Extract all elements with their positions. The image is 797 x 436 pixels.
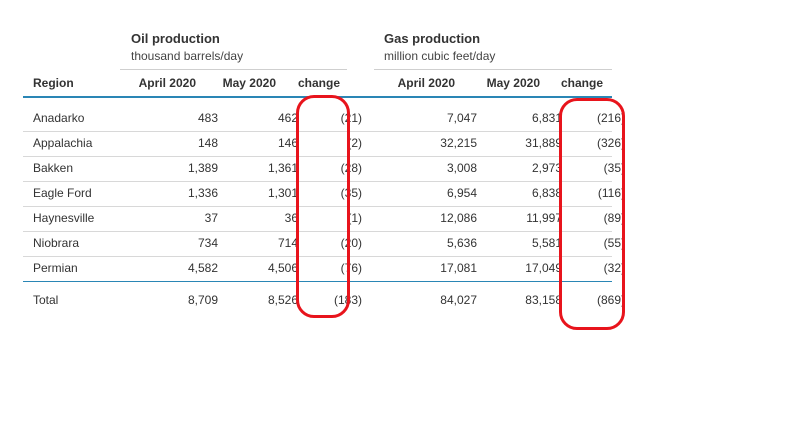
cell-oil-may: 146 <box>277 136 298 150</box>
cell-oil-may: 714 <box>277 236 298 250</box>
cell-oil-april: 483 <box>197 111 218 125</box>
cell-oil-change: (35) <box>340 186 362 200</box>
cell-oil-may: 1,301 <box>267 186 298 200</box>
cell-gas-april: 3,008 <box>446 161 477 175</box>
cell-gas-change: (116) <box>597 186 625 200</box>
col-header-region: Region <box>33 76 74 90</box>
cell-gas-may: 5,581 <box>531 236 562 250</box>
cell-oil-april: 37 <box>204 211 218 225</box>
cell-region: Bakken <box>33 161 74 175</box>
cell-oil-change: (20) <box>340 236 362 250</box>
cell-oil-change: (21) <box>340 111 362 125</box>
cell-gas-april: 5,636 <box>446 236 477 250</box>
gas-change-highlight <box>559 98 625 330</box>
cell-gas-april: 32,215 <box>440 136 477 150</box>
table-row: Niobrara 734 714 (20) 5,636 5,581 (55) <box>23 231 625 257</box>
table-row: Appalachia 148 146 (2) 32,215 31,889 (326) <box>23 131 625 157</box>
cell-oil-april: 1,389 <box>187 161 218 175</box>
cell-oil-change: (1) <box>347 211 362 225</box>
cell-gas-change: (89) <box>603 211 625 225</box>
table-row: Permian 4,582 4,506 (76) 17,081 17,049 (32) <box>23 256 625 281</box>
cell-region: Haynesville <box>33 211 95 225</box>
col-header-gas-may: May 2020 <box>486 76 540 90</box>
cell-gas-april: 6,954 <box>446 186 477 200</box>
cell-oil-april: 148 <box>197 136 218 150</box>
cell-oil-may: 1,361 <box>267 161 298 175</box>
cell-gas-april: 17,081 <box>440 261 477 275</box>
cell-gas-may: 11,997 <box>526 211 562 225</box>
cell-region: Anadarko <box>33 111 85 125</box>
total-gas-change: (869) <box>596 293 625 307</box>
col-header-oil-change: change <box>297 76 340 90</box>
cell-gas-change: (32) <box>603 261 625 275</box>
cell-gas-april: 7,047 <box>446 111 477 125</box>
gas-group-divider <box>374 69 612 70</box>
col-header-gas-change: change <box>560 76 603 90</box>
cell-oil-change: (28) <box>340 161 362 175</box>
cell-gas-may: 17,049 <box>525 261 562 275</box>
total-oil-may: 8,526 <box>267 293 298 307</box>
total-gas-april: 84,027 <box>440 293 477 307</box>
oil-group-unit: thousand barrels/day <box>131 49 244 63</box>
cell-oil-may: 36 <box>284 211 298 225</box>
cell-region: Niobrara <box>33 236 80 250</box>
table-row: Bakken 1,389 1,361 (28) 3,008 2,973 (35) <box>23 156 625 182</box>
gas-group-unit: million cubic feet/day <box>384 49 496 63</box>
cell-gas-april: 12,086 <box>440 211 477 225</box>
oil-group-divider <box>120 69 347 70</box>
cell-oil-may: 4,506 <box>267 261 298 275</box>
cell-oil-april: 734 <box>197 236 218 250</box>
col-header-gas-april: April 2020 <box>397 76 455 90</box>
cell-oil-april: 1,336 <box>187 186 218 200</box>
cell-oil-change: (76) <box>340 261 362 275</box>
cell-gas-may: 31,889 <box>525 136 562 150</box>
oil-change-highlight <box>296 95 350 318</box>
cell-gas-may: 2,973 <box>531 161 562 175</box>
cell-oil-may: 462 <box>277 111 298 125</box>
col-header-oil-may: May 2020 <box>222 76 276 90</box>
col-header-oil-april: April 2020 <box>138 76 196 90</box>
gas-group-title: Gas production <box>384 31 481 46</box>
cell-oil-april: 4,582 <box>187 261 218 275</box>
total-gas-may: 83,158 <box>525 293 562 307</box>
cell-oil-change: (2) <box>347 136 362 150</box>
cell-gas-change: (326) <box>596 136 625 150</box>
cell-region: Appalachia <box>33 136 93 150</box>
cell-gas-may: 6,831 <box>531 111 562 125</box>
cell-region: Permian <box>33 261 78 275</box>
table-row: Eagle Ford 1,336 1,301 (35) 6,954 6,838 (116) <box>23 181 625 207</box>
total-rule <box>23 281 612 282</box>
table-row: Haynesville 37 36 (1) 12,086 11,997 (89) <box>23 206 625 232</box>
cell-gas-may: 6,838 <box>531 186 562 200</box>
cell-gas-change: (55) <box>603 236 625 250</box>
table-row: Anadarko 483 462 (21) 7,047 6,831 (216) <box>23 106 625 132</box>
cell-gas-change: (35) <box>603 161 625 175</box>
cell-region: Eagle Ford <box>33 186 92 200</box>
oil-group-title: Oil production <box>131 31 220 46</box>
total-label: Total <box>33 293 59 307</box>
total-oil-april: 8,709 <box>187 293 218 307</box>
